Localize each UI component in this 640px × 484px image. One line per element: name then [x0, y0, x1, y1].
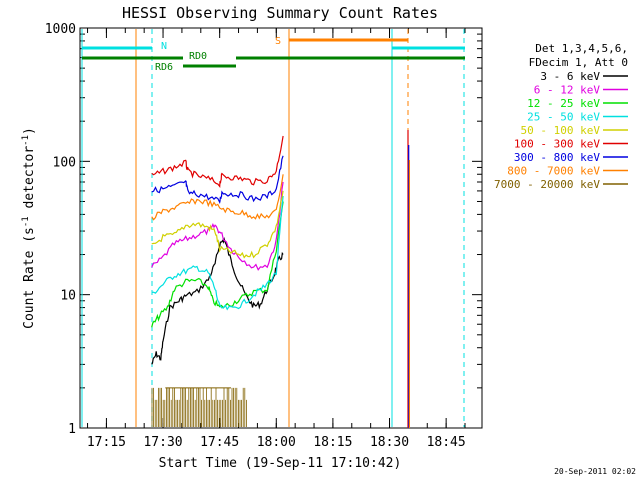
series-6-line [151, 155, 284, 205]
legend-label-8: 7000 - 20000 keV [494, 178, 600, 191]
y-tick-label: 1000 [45, 22, 76, 37]
series-4-line [151, 190, 284, 259]
flag-label-n: N [161, 41, 167, 52]
observing-flags: N RD0 RD6 S [82, 36, 465, 73]
legend-label-2: 12 - 25 keV [527, 97, 600, 110]
series-7-line [151, 174, 284, 221]
series-2-line [151, 201, 284, 328]
axis-ticks [80, 27, 482, 429]
legend-label-0: 3 - 6 keV [540, 70, 600, 83]
x-tick-label: 18:00 [257, 435, 296, 450]
x-tick-label: 18:45 [427, 435, 466, 450]
y-tick-label: 10 [60, 289, 76, 304]
series-0-line [151, 236, 284, 365]
legend-header-line-2: FDecim 1, Att 0 [529, 56, 628, 69]
tick-labels: 17:15 17:30 17:45 18:00 18:15 18:30 18:45 1 10 10… [45, 22, 466, 450]
flag-label-s: S [275, 36, 281, 47]
plot-frame [79, 27, 483, 429]
x-tick-label: 18:15 [313, 435, 352, 450]
legend-label-4: 50 - 100 keV [521, 124, 601, 137]
legend-label-7: 800 - 7000 keV [507, 165, 600, 178]
legend: Det 1,3,4,5,6, FDecim 1, Att 0 3 - 6 keV… [494, 42, 628, 191]
legend-label-3: 25 - 50 keV [527, 111, 600, 124]
x-tick-label: 18:30 [370, 435, 409, 450]
legend-header-line-1: Det 1,3,4,5,6, [535, 42, 628, 55]
series-5-line [151, 135, 284, 189]
chart-title: HESSI Observing Summary Count Rates [122, 4, 438, 22]
footer-date: 20-Sep-2011 02:02 [554, 467, 636, 476]
series-lines [151, 130, 410, 428]
legend-label-1: 6 - 12 keV [534, 84, 601, 97]
series-3-line [151, 195, 284, 311]
y-tick-label: 1 [68, 422, 76, 437]
legend-label-5: 100 - 300 keV [514, 138, 600, 151]
legend-label-6: 300 - 800 keV [514, 151, 600, 164]
y-tick-label: 100 [53, 155, 76, 170]
x-tick-label: 17:45 [200, 435, 239, 450]
flag-label-rd0: RD0 [189, 51, 207, 62]
series-1-line [151, 181, 284, 271]
x-tick-label: 17:30 [143, 435, 182, 450]
y-axis-label: Count Rate (s-1 detector-1) [21, 127, 37, 329]
flag-label-rd6: RD6 [155, 62, 173, 73]
x-tick-label: 17:15 [87, 435, 126, 450]
x-axis-label: Start Time (19-Sep-11 17:10:42) [159, 456, 402, 471]
